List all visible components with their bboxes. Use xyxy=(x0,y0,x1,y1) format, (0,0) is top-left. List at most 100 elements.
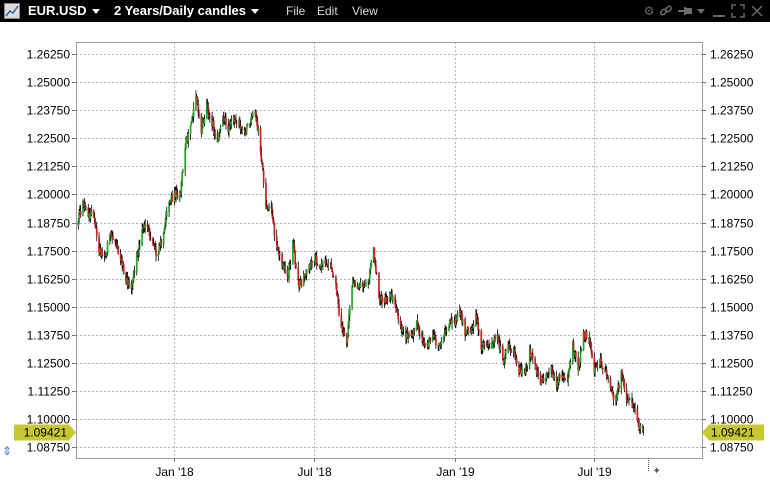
candle xyxy=(451,316,453,330)
candle-body xyxy=(83,202,86,207)
candle xyxy=(596,360,599,372)
candle xyxy=(448,319,451,328)
link-icon[interactable] xyxy=(659,4,673,18)
candlestick-chart[interactable]: 1.08750 1.10000 1.11250 1.12500 1.13750 1.150… xyxy=(0,22,770,492)
scroll-arrows-icon[interactable]: ⇕ xyxy=(2,444,13,458)
menu-view[interactable]: View xyxy=(352,4,378,18)
candle-body xyxy=(386,300,389,302)
close-icon[interactable] xyxy=(750,4,764,18)
menu-edit[interactable]: Edit xyxy=(317,4,338,18)
candle-body xyxy=(513,348,516,351)
candle-body xyxy=(275,235,278,245)
pin-icon[interactable] xyxy=(678,4,692,18)
candle-body xyxy=(338,303,340,315)
candle-body xyxy=(176,192,179,199)
candle-body xyxy=(308,269,310,271)
symbol-selector[interactable]: EUR.USD xyxy=(28,0,100,22)
candle xyxy=(101,246,103,259)
candle xyxy=(465,329,468,337)
candle-body xyxy=(627,400,630,401)
candle-body xyxy=(595,366,598,368)
candle xyxy=(108,233,111,245)
maximize-icon[interactable] xyxy=(731,4,745,18)
candle-body xyxy=(286,268,289,277)
candle-body xyxy=(218,129,221,133)
minimize-icon[interactable] xyxy=(712,4,726,18)
candle-body xyxy=(115,243,118,245)
period-label: 2 Years/Daily candles xyxy=(114,3,247,18)
candle-body xyxy=(305,269,308,275)
candle-body xyxy=(623,380,626,390)
candle-body xyxy=(228,128,230,132)
candle xyxy=(146,220,149,233)
period-selector[interactable]: 2 Years/Daily candles xyxy=(114,0,260,22)
candle xyxy=(548,367,550,379)
candle-body xyxy=(510,351,513,353)
candle-body xyxy=(367,282,370,284)
candle xyxy=(444,324,446,335)
candle-body xyxy=(158,245,161,249)
candle xyxy=(122,261,125,275)
candle-body xyxy=(327,262,330,265)
candle xyxy=(149,231,152,241)
gear-icon[interactable]: ⚙ xyxy=(643,4,655,18)
candle-body xyxy=(540,382,543,385)
candle xyxy=(95,225,97,228)
candle-body xyxy=(165,215,167,224)
candle xyxy=(541,375,543,384)
candle xyxy=(241,126,243,135)
candle-body xyxy=(152,238,154,244)
candle xyxy=(510,348,513,353)
candle-body xyxy=(487,345,490,347)
candle xyxy=(320,258,323,273)
candle-body xyxy=(356,285,359,289)
candle-body xyxy=(521,369,523,375)
candle-body xyxy=(525,365,527,374)
candle-body xyxy=(320,264,323,268)
candle-body xyxy=(268,206,270,210)
x-tick-label: Jul '19 xyxy=(577,465,612,479)
candle xyxy=(265,178,267,210)
candle xyxy=(469,327,472,334)
candle xyxy=(385,294,388,304)
candle-body xyxy=(135,254,138,273)
candle-body xyxy=(373,247,376,260)
candle-body xyxy=(157,253,160,257)
candle-body xyxy=(332,271,334,278)
candle xyxy=(189,125,192,140)
candle-body xyxy=(632,407,635,409)
candle-body xyxy=(568,369,570,373)
chart-app-icon[interactable] xyxy=(4,3,20,19)
candle-body xyxy=(531,354,534,359)
candle xyxy=(259,125,262,156)
last-price-label-left: 1.09421 xyxy=(24,426,68,440)
y-tick-label: 1.20000 xyxy=(710,188,754,202)
candle xyxy=(493,335,496,348)
dropdown-icon[interactable] xyxy=(694,4,708,18)
menu-file[interactable]: File xyxy=(286,4,306,18)
candle-body xyxy=(152,243,155,246)
candle xyxy=(464,316,466,342)
y-tick-label: 1.21250 xyxy=(27,160,71,174)
candle-body xyxy=(578,366,580,370)
y-tick-label: 1.12500 xyxy=(710,357,754,371)
candle-body xyxy=(634,408,636,411)
candle xyxy=(273,222,276,242)
candle xyxy=(171,190,173,203)
candle-body xyxy=(445,329,447,332)
candle xyxy=(421,331,424,347)
candle-body xyxy=(530,352,533,357)
candle xyxy=(639,422,642,434)
chart-area[interactable]: 1.08750 1.10000 1.11250 1.12500 1.13750 1.150… xyxy=(0,22,770,492)
candle xyxy=(278,246,280,261)
candle-body xyxy=(270,206,273,209)
y-tick-label: 1.11250 xyxy=(28,385,71,399)
x-tick-label: Jan '19 xyxy=(436,465,475,479)
candle xyxy=(85,205,87,211)
candle xyxy=(268,203,270,212)
candle-body xyxy=(598,364,601,366)
candle xyxy=(115,238,118,250)
candle-body xyxy=(190,121,193,126)
candle-body xyxy=(442,336,445,343)
candle-body xyxy=(412,328,415,337)
